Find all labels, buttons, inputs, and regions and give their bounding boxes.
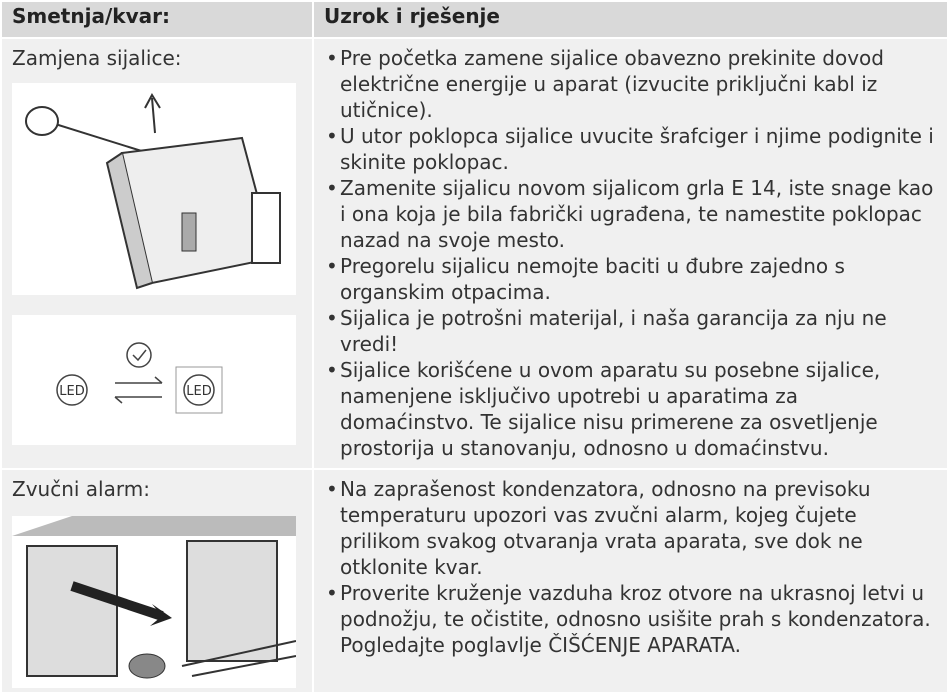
bullet-list: Na zaprašenost kondenzatora, odnosno na … xyxy=(324,476,937,658)
led-label: LED xyxy=(186,384,211,399)
row: Zvučni alarm: Na zaprašenost kondenzator… xyxy=(0,468,949,694)
solution-cell: Na zaprašenost kondenzatora, odnosno na … xyxy=(312,468,949,694)
bullet-item: U utor poklopca sijalice uvucite šrafcig… xyxy=(326,123,937,175)
led-icon: LED LED xyxy=(12,315,296,445)
solution-cell: Pre početka zamene sijalice obavezno pre… xyxy=(312,37,949,470)
row-label: Zamjena sijalice: xyxy=(12,46,182,70)
lamp-illustration xyxy=(12,83,296,295)
row: Zamjena sijalice: LED LED Pre xyxy=(0,37,949,470)
bullet-item: Pregorelu sijalicu nemojte baciti u đubr… xyxy=(326,253,937,305)
label-cell: Zvučni alarm: xyxy=(0,468,314,694)
bullet-item: Proverite kruženje vazduha kroz otvore n… xyxy=(326,580,937,658)
bullet-item: Na zaprašenost kondenzatora, odnosno na … xyxy=(326,476,937,580)
bullet-item: Pre početka zamene sijalice obavezno pre… xyxy=(326,45,937,123)
led-label: LED xyxy=(59,384,84,399)
bullet-item: Sijalica je potrošni materijal, i naša g… xyxy=(326,305,937,357)
header-cell: Smetnja/kvar: xyxy=(0,0,314,39)
row-label: Zvučni alarm: xyxy=(12,477,150,501)
header-row: Smetnja/kvar: Uzrok i rješenje xyxy=(0,0,949,39)
bullet-list: Pre početka zamene sijalice obavezno pre… xyxy=(324,45,937,461)
bullet-item: Sijalice korišćene u ovom aparatu su pos… xyxy=(326,357,937,461)
header-cell: Uzrok i rješenje xyxy=(312,0,949,39)
alarm-illustration xyxy=(12,516,296,688)
bullet-item: Zamenite sijalicu novom sijalicom grla E… xyxy=(326,175,937,253)
label-cell: Zamjena sijalice: LED LED xyxy=(0,37,314,470)
